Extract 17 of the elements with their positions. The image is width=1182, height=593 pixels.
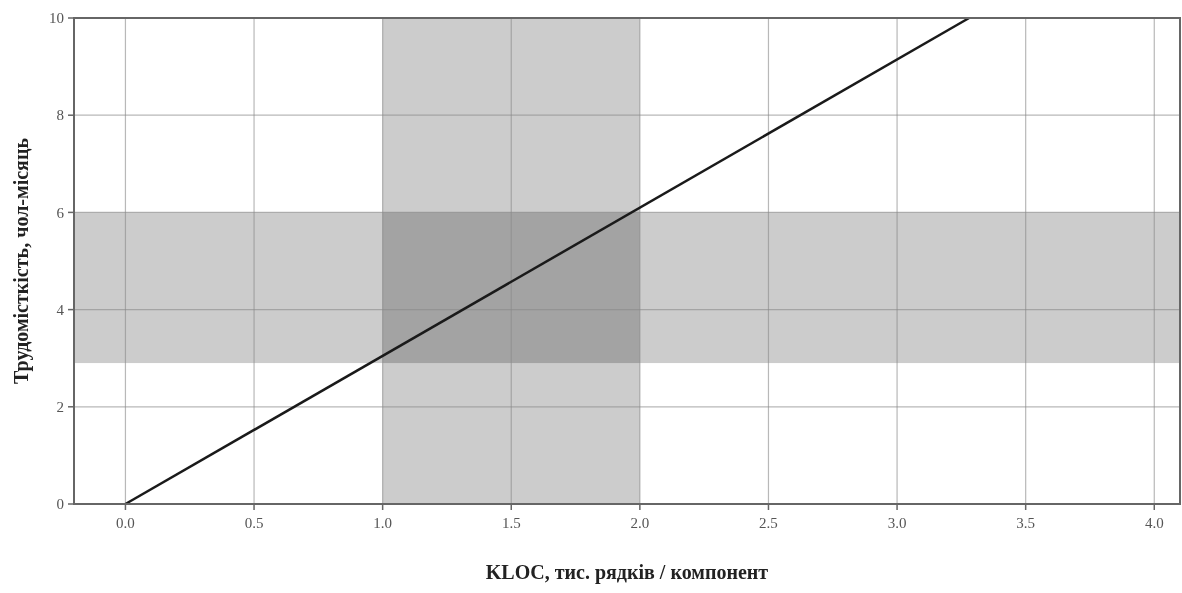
y-tick-label: 4 <box>56 301 65 318</box>
x-tick-label: 3.0 <box>887 515 907 531</box>
y-tick-label: 10 <box>49 10 64 27</box>
x-tick-label: 1.5 <box>501 515 521 531</box>
x-tick-label: 4.0 <box>1144 515 1164 531</box>
x-tick-label: 0.5 <box>244 515 264 531</box>
x-axis-title: KLOC, тис. рядків / компонент <box>485 561 769 584</box>
x-tick-label: 0.0 <box>116 515 135 531</box>
x-tick-label: 2.5 <box>759 515 778 531</box>
x-tick-label: 2.0 <box>630 515 650 531</box>
y-tick-label: 6 <box>56 204 65 221</box>
y-tick-label: 2 <box>56 399 64 416</box>
y-axis-title: Трудомісткість, чол-місяць <box>10 137 33 385</box>
y-tick-label: 0 <box>56 496 64 513</box>
x-tick-label: 1.0 <box>373 515 393 531</box>
y-tick-label: 8 <box>56 107 64 124</box>
x-tick-label: 3.5 <box>1016 515 1036 531</box>
